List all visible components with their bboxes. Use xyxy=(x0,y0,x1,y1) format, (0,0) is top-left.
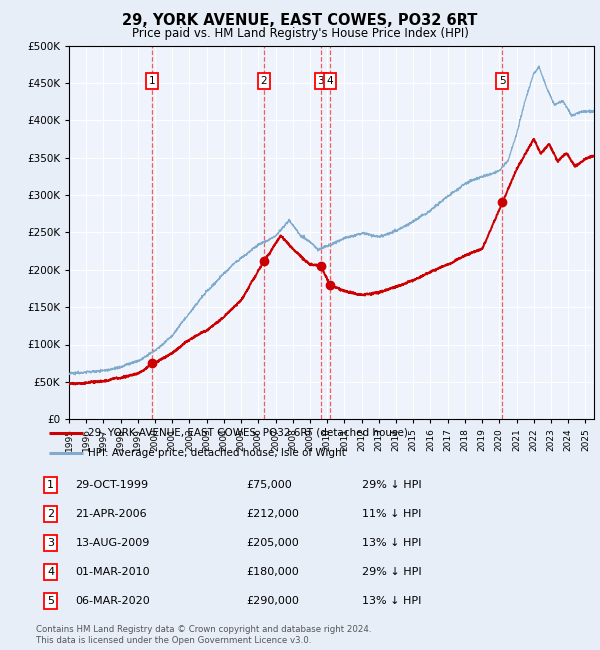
Text: 29-OCT-1999: 29-OCT-1999 xyxy=(76,480,149,490)
Text: 06-MAR-2020: 06-MAR-2020 xyxy=(76,596,150,606)
Text: This data is licensed under the Open Government Licence v3.0.: This data is licensed under the Open Gov… xyxy=(36,636,311,645)
Text: 21-APR-2006: 21-APR-2006 xyxy=(76,509,147,519)
Text: 13-AUG-2009: 13-AUG-2009 xyxy=(76,538,150,548)
Text: 3: 3 xyxy=(47,538,54,548)
Text: 3: 3 xyxy=(317,76,324,86)
Text: 01-MAR-2010: 01-MAR-2010 xyxy=(76,567,150,577)
Text: 1: 1 xyxy=(47,480,54,490)
Text: 13% ↓ HPI: 13% ↓ HPI xyxy=(361,538,421,548)
Text: 11% ↓ HPI: 11% ↓ HPI xyxy=(361,509,421,519)
Text: 5: 5 xyxy=(499,76,506,86)
Text: £290,000: £290,000 xyxy=(246,596,299,606)
Text: £75,000: £75,000 xyxy=(246,480,292,490)
Text: HPI: Average price, detached house, Isle of Wight: HPI: Average price, detached house, Isle… xyxy=(89,448,346,458)
Text: 4: 4 xyxy=(47,567,54,577)
Text: 2: 2 xyxy=(260,76,267,86)
Text: 1: 1 xyxy=(149,76,155,86)
Text: Contains HM Land Registry data © Crown copyright and database right 2024.: Contains HM Land Registry data © Crown c… xyxy=(36,625,371,634)
Text: 13% ↓ HPI: 13% ↓ HPI xyxy=(361,596,421,606)
Text: £205,000: £205,000 xyxy=(246,538,299,548)
Text: Price paid vs. HM Land Registry's House Price Index (HPI): Price paid vs. HM Land Registry's House … xyxy=(131,27,469,40)
Text: £212,000: £212,000 xyxy=(246,509,299,519)
Text: 4: 4 xyxy=(327,76,334,86)
Text: 29% ↓ HPI: 29% ↓ HPI xyxy=(361,480,421,490)
Text: 29, YORK AVENUE, EAST COWES, PO32 6RT: 29, YORK AVENUE, EAST COWES, PO32 6RT xyxy=(122,13,478,28)
Text: 2: 2 xyxy=(47,509,54,519)
Text: 5: 5 xyxy=(47,596,54,606)
Text: 29% ↓ HPI: 29% ↓ HPI xyxy=(361,567,421,577)
Text: 29, YORK AVENUE, EAST COWES, PO32 6RT (detached house): 29, YORK AVENUE, EAST COWES, PO32 6RT (d… xyxy=(89,428,409,437)
Text: £180,000: £180,000 xyxy=(246,567,299,577)
